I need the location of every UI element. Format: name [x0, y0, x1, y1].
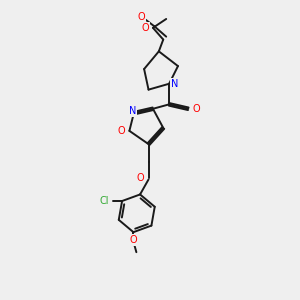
Text: N: N — [129, 106, 136, 116]
Text: O: O — [137, 12, 145, 22]
Text: O: O — [142, 23, 149, 33]
Text: Cl: Cl — [100, 196, 109, 206]
Text: O: O — [137, 173, 144, 183]
Text: O: O — [130, 235, 137, 245]
Text: N: N — [171, 79, 178, 89]
Text: O: O — [118, 126, 125, 136]
Text: O: O — [192, 104, 200, 114]
